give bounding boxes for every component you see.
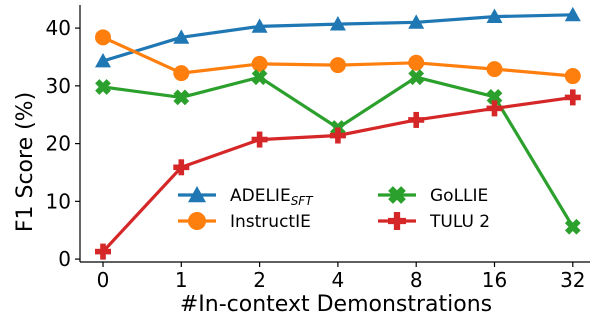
x-marker-stroke	[388, 186, 406, 204]
series-line	[101, 95, 574, 253]
x-tick-label: 4	[332, 268, 345, 292]
series-line	[102, 75, 575, 228]
y-tick-label: 40	[46, 16, 71, 40]
legend-label: TULU 2	[429, 212, 490, 232]
data-point	[564, 218, 581, 235]
y-tick-label: 0	[58, 247, 71, 271]
y-tick-label: 20	[46, 132, 71, 156]
legend-item: TULU 2	[378, 212, 490, 232]
x-marker-stroke	[486, 88, 503, 105]
x-axis-label: #In-context Demonstrations	[180, 292, 492, 317]
x-marker-stroke	[564, 218, 581, 235]
data-point	[173, 65, 190, 82]
series-2	[95, 29, 581, 85]
data-point	[173, 89, 190, 106]
data-point	[173, 29, 190, 44]
data-point	[408, 54, 425, 71]
legend-swatch-marker	[388, 212, 406, 230]
data-point	[95, 53, 111, 68]
data-point	[251, 18, 268, 33]
data-point	[486, 8, 503, 23]
data-point	[251, 131, 268, 148]
axes: 0 10 20 30 40 0 1 2 4 8 16 32	[46, 5, 590, 292]
y-axis-label: F1 Score (%)	[13, 92, 38, 232]
x-tick-label: 32	[560, 268, 585, 292]
legend: ADELIESFT InstructIE GoLLIE TULU 2	[178, 186, 490, 232]
legend-item: ADELIESFT	[178, 186, 314, 208]
data-point	[408, 14, 425, 29]
series-lines	[95, 6, 581, 260]
legend-item: InstructIE	[178, 212, 311, 232]
series-1	[95, 6, 581, 68]
data-point	[564, 68, 581, 85]
legend-subscript: SFT	[291, 194, 315, 208]
x-marker-stroke	[251, 69, 268, 86]
x-tick-label: 1	[175, 268, 188, 292]
data-point	[95, 243, 111, 260]
data-point	[564, 6, 581, 22]
y-tick-label: 10	[46, 189, 71, 213]
y-tick-label: 30	[46, 74, 71, 98]
data-point	[408, 111, 425, 128]
legend-swatch-marker	[188, 212, 206, 230]
x-marker-stroke	[173, 89, 190, 106]
x-marker-stroke	[95, 79, 111, 95]
legend-label: ADELIESFT	[230, 186, 314, 208]
legend-item: GoLLIE	[378, 186, 488, 206]
data-point	[173, 159, 190, 176]
x-tick-label: 16	[482, 268, 507, 292]
data-point	[251, 69, 268, 86]
legend-label: InstructIE	[230, 212, 311, 232]
data-point	[486, 100, 503, 117]
data-point	[486, 61, 503, 78]
data-point	[329, 57, 346, 74]
series-4	[95, 89, 581, 260]
data-point	[251, 55, 268, 72]
data-point	[329, 16, 346, 31]
legend-label: GoLLIE	[430, 186, 488, 206]
data-point	[95, 79, 111, 95]
legend-swatch-marker	[188, 186, 206, 203]
x-tick-label: 0	[97, 268, 110, 292]
x-marker-stroke	[408, 69, 425, 86]
data-point	[564, 89, 581, 106]
data-point	[95, 29, 111, 46]
legend-swatch-marker	[388, 186, 406, 204]
data-point	[408, 69, 425, 86]
data-point	[329, 127, 346, 144]
x-tick-label: 8	[410, 268, 423, 292]
data-point	[486, 88, 503, 105]
series-3	[95, 69, 581, 235]
x-tick-label: 2	[253, 268, 266, 292]
